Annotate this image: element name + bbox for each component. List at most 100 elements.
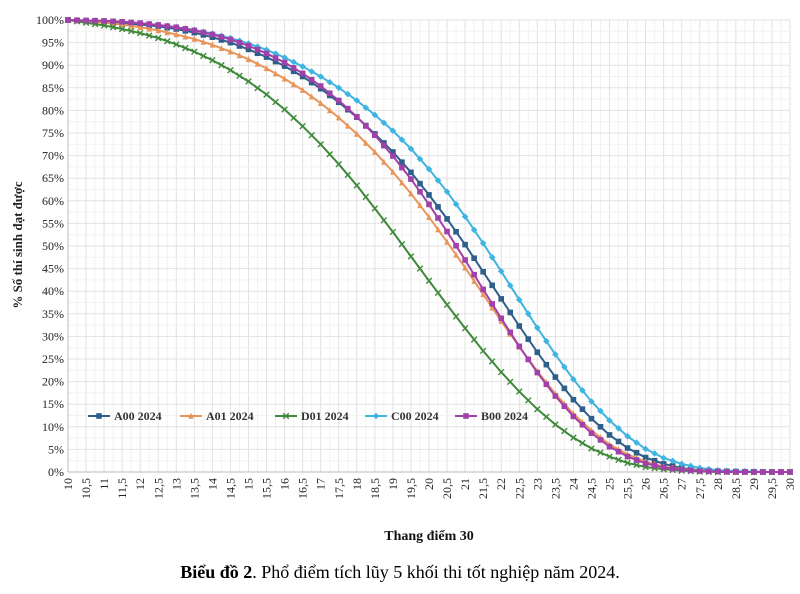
data-point-minor	[742, 469, 748, 475]
data-point-minor	[254, 43, 261, 50]
data-point-minor	[506, 282, 514, 289]
y-tick-label: 20%	[42, 375, 64, 389]
legend-item-c00-2024: C00 2024	[365, 409, 439, 423]
data-point-minor	[524, 397, 532, 404]
data-point-minor	[453, 251, 459, 258]
data-point-minor	[525, 356, 532, 363]
data-point-minor	[380, 119, 388, 127]
data-point	[372, 148, 378, 155]
data-point-minor	[344, 105, 351, 112]
data-point	[480, 268, 486, 275]
data-point	[426, 201, 432, 208]
data-point-minor	[200, 38, 207, 45]
data-point	[173, 24, 180, 31]
data-point-minor	[669, 457, 676, 465]
caption-text: . Phổ điểm tích lũy 5 khối thi tốt nghiệ…	[252, 562, 620, 582]
data-point	[570, 434, 577, 441]
legend-item-b00-2024: B00 2024	[455, 409, 528, 423]
data-point	[408, 176, 414, 182]
data-point-minor	[633, 457, 640, 463]
data-point	[137, 23, 143, 31]
data-point-minor	[363, 123, 369, 129]
data-point-minor	[507, 329, 514, 336]
data-point	[245, 78, 252, 85]
data-point	[624, 459, 631, 467]
data-point	[173, 31, 180, 38]
cumulative-score-chart: 0% 5% 10% 15% 20% 25% 30% 35% 40% 45% 50% 55% 60% 65%…	[10, 13, 797, 544]
data-point-minor	[597, 407, 604, 415]
data-point-minor	[435, 226, 441, 233]
data-point-minor	[381, 158, 387, 165]
data-point	[227, 48, 234, 55]
legend-label: D01 2024	[301, 409, 349, 423]
x-tick-label: 12,5	[151, 478, 165, 499]
data-point-minor	[344, 90, 352, 98]
y-tick-label: 30%	[42, 329, 64, 343]
data-point-minor	[669, 465, 676, 472]
data-point-minor	[145, 32, 153, 39]
data-point	[155, 22, 162, 28]
data-point	[642, 460, 649, 467]
data-point-minor	[470, 336, 478, 343]
data-point	[353, 97, 361, 104]
data-point-minor	[471, 271, 477, 278]
data-point-minor	[399, 179, 405, 186]
data-point-minor	[705, 468, 712, 475]
data-point-minor	[254, 84, 261, 92]
data-point-minor	[435, 204, 441, 210]
data-point	[407, 145, 415, 153]
y-tick-label: 45%	[42, 262, 64, 276]
data-point-minor	[453, 242, 459, 249]
x-tick-label: 18,5	[368, 478, 382, 499]
x-tick-label: 27	[675, 478, 689, 490]
data-point-minor	[146, 25, 153, 32]
data-point-minor	[380, 216, 388, 224]
data-point-minor	[561, 385, 568, 392]
data-point	[515, 388, 523, 395]
data-point	[480, 286, 486, 293]
data-point	[263, 50, 270, 57]
data-point-minor	[182, 33, 189, 40]
data-point	[588, 398, 595, 405]
data-point	[263, 54, 270, 60]
data-point	[443, 188, 451, 196]
data-point-minor	[633, 439, 640, 446]
data-point-minor	[416, 155, 424, 163]
x-tick-label: 14	[205, 478, 219, 490]
y-tick-label: 5%	[48, 442, 64, 456]
data-point-minor	[687, 467, 694, 474]
data-point-minor	[470, 226, 478, 234]
data-point	[137, 20, 143, 26]
data-point-minor	[254, 50, 261, 57]
data-point	[534, 369, 541, 376]
data-point-minor	[362, 104, 370, 111]
data-point	[570, 413, 577, 420]
data-point	[263, 91, 270, 98]
x-tick-label: 19	[386, 478, 400, 490]
data-point-minor	[417, 188, 423, 195]
x-tick-label: 20,5	[440, 478, 454, 499]
data-point	[606, 443, 613, 450]
data-point-minor	[363, 139, 369, 146]
legend-label: C00 2024	[391, 409, 439, 423]
data-point-minor	[471, 277, 477, 284]
data-point	[354, 130, 360, 137]
data-point	[444, 228, 450, 235]
data-point	[606, 417, 613, 424]
data-point	[426, 192, 432, 198]
data-point	[516, 323, 523, 329]
data-point-minor	[344, 122, 351, 129]
data-point-minor	[272, 58, 279, 65]
data-point	[444, 238, 450, 245]
x-tick-label: 11	[97, 478, 111, 490]
y-tick-label: 50%	[42, 239, 64, 253]
data-point-minor	[687, 462, 695, 470]
data-point	[317, 73, 324, 80]
data-point	[534, 405, 541, 413]
x-tick-label: 17	[314, 478, 328, 490]
x-tick-label: 20	[422, 478, 436, 490]
data-point	[570, 376, 577, 383]
data-point	[245, 56, 252, 63]
data-point-minor	[615, 438, 622, 445]
data-point-minor	[760, 469, 766, 475]
